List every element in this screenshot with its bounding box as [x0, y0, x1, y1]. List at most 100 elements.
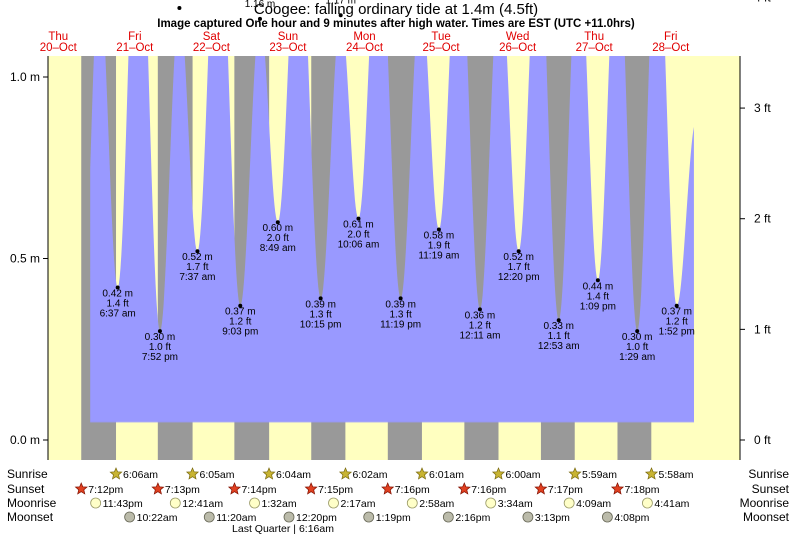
- moonrise-icon: [328, 497, 339, 509]
- y-left-tick-label: 0.0 m: [10, 433, 40, 447]
- low-tide-point: [674, 303, 679, 308]
- day-of-week-label: Mon: [353, 31, 375, 43]
- low-tide-point: [318, 296, 323, 301]
- moonset-time: 1:19pm: [376, 512, 411, 524]
- day-of-week-label: Tue: [431, 31, 450, 43]
- low-tide-label: 0.58 m: [424, 230, 455, 241]
- y-left-tick-label: 0.5 m: [10, 252, 40, 266]
- low-tide-label: 0.30 m: [622, 332, 653, 343]
- y-right-tick-label: 2 ft: [754, 212, 771, 226]
- moonrise-time: 2:58am: [419, 498, 454, 510]
- sunrise-icon: [491, 467, 506, 480]
- low-tide-label: 12:53 am: [538, 341, 580, 352]
- moonset-time: 2:16pm: [455, 512, 490, 524]
- moonrise-time: 3:34am: [498, 498, 533, 510]
- low-tide-point: [635, 329, 640, 334]
- low-tide-label: 1.7 ft: [508, 262, 530, 273]
- high-tide-point: [257, 16, 262, 21]
- moon-phase-label: Last Quarter | 6:16am: [232, 523, 334, 535]
- moonrise-icon: [249, 497, 260, 509]
- low-tide-point: [157, 329, 162, 334]
- day-date-label: 25–Oct: [423, 42, 461, 54]
- moonrise-time: 11:43pm: [103, 498, 143, 510]
- sunset-time: 7:18pm: [624, 484, 659, 496]
- astro-row-name-right: Sunset: [752, 482, 790, 496]
- day-of-week-label: Fri: [664, 31, 677, 43]
- astro-row-name-right: Sunrise: [748, 467, 789, 481]
- tide-area: [90, 56, 694, 422]
- sunset-time: 7:17pm: [548, 484, 583, 496]
- low-tide-label: 0.39 m: [385, 299, 416, 310]
- day-date-label: 26–Oct: [499, 42, 537, 54]
- sunrise-icon: [568, 467, 582, 480]
- day-date-label: 27–Oct: [576, 42, 614, 54]
- low-tide-point: [556, 318, 561, 323]
- low-tide-label: 1.2 ft: [469, 320, 491, 331]
- sunrise-time: 6:04am: [276, 469, 311, 481]
- low-tide-label: 7:52 pm: [142, 352, 178, 363]
- low-tide-label: 6:37 am: [100, 309, 136, 320]
- sunset-icon: [610, 482, 625, 495]
- astro-row-name-left: Sunrise: [7, 467, 48, 481]
- low-tide-label: 1.3 ft: [310, 309, 332, 320]
- astro-row-name-right: Moonset: [743, 510, 790, 524]
- low-tide-point: [595, 278, 600, 283]
- low-tide-point: [356, 216, 361, 221]
- low-tide-label: 0.52 m: [503, 252, 534, 263]
- moonrise-icon: [642, 497, 653, 509]
- low-tide-label: 1.1 ft: [548, 331, 570, 342]
- high-tide-point: [177, 6, 182, 11]
- sunrise-time: 5:59am: [582, 469, 617, 481]
- astro-row-name-left: Sunset: [7, 482, 45, 496]
- y-right-tick-label: 1 ft: [754, 322, 771, 336]
- low-tide-point: [398, 296, 403, 301]
- day-of-week-label: Sat: [203, 31, 221, 43]
- low-tide-label: 0.44 m: [583, 281, 614, 292]
- moonset-icon: [522, 511, 534, 523]
- low-tide-label: 0.33 m: [543, 321, 574, 332]
- low-tide-label: 0.36 m: [465, 310, 496, 321]
- low-tide-label: 10:15 pm: [300, 319, 342, 330]
- low-tide-point: [477, 307, 482, 312]
- moonrise-time: 2:17am: [341, 498, 376, 510]
- low-tide-label: 9:03 pm: [222, 327, 258, 338]
- moonset-time: 3:13pm: [535, 512, 570, 524]
- sunrise-time: 6:02am: [352, 469, 387, 481]
- low-tide-point: [115, 285, 120, 290]
- sunrise-time: 6:00am: [506, 469, 541, 481]
- moonset-time: 4:08pm: [614, 512, 649, 524]
- day-date-label: 20–Oct: [40, 42, 78, 54]
- low-tide-label: 0.42 m: [102, 289, 133, 300]
- low-tide-label: 1.0 ft: [149, 342, 171, 353]
- moonrise-time: 4:41am: [654, 498, 689, 510]
- sunrise-time: 6:05am: [200, 469, 235, 481]
- low-tide-point: [516, 249, 521, 254]
- day-date-label: 23–Oct: [269, 42, 307, 54]
- low-tide-label: 7:37 am: [179, 272, 215, 283]
- low-tide-point: [195, 249, 200, 254]
- tide-baseline: [90, 421, 695, 423]
- moonrise-time: 4:09am: [576, 498, 611, 510]
- low-tide-label: 2.0 ft: [267, 233, 289, 244]
- moonset-time: 10:22am: [137, 512, 178, 524]
- moonrise-icon: [90, 497, 102, 509]
- low-tide-label: 0.39 m: [305, 299, 336, 310]
- low-tide-label: 0.37 m: [661, 307, 692, 318]
- sunrise-icon: [262, 467, 276, 480]
- sunset-icon: [381, 482, 395, 495]
- low-tide-label: 1.2 ft: [229, 317, 251, 328]
- low-tide-label: 1:29 am: [619, 352, 655, 363]
- moonrise-icon: [169, 497, 181, 509]
- day-date-label: 24–Oct: [346, 42, 384, 54]
- sunset-time: 7:13pm: [165, 484, 200, 496]
- moonset-icon: [442, 511, 454, 523]
- low-tide-label: 1.4 ft: [107, 299, 129, 310]
- y-right-tick-label: 4 ft: [754, 0, 771, 4]
- plot-area: 12:51 am4.2 ft1.27 m0.42 m1.4 ft6:37 am1…: [48, 0, 740, 460]
- moonrise-icon: [563, 497, 575, 509]
- high-tide-label: 1.16 m: [245, 0, 276, 10]
- day-date-label: 28–Oct: [652, 42, 690, 54]
- low-tide-point: [275, 220, 280, 225]
